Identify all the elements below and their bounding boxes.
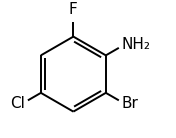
Text: Br: Br — [122, 96, 139, 111]
Text: Cl: Cl — [10, 96, 25, 111]
Text: F: F — [69, 2, 78, 17]
Text: NH₂: NH₂ — [122, 37, 151, 52]
